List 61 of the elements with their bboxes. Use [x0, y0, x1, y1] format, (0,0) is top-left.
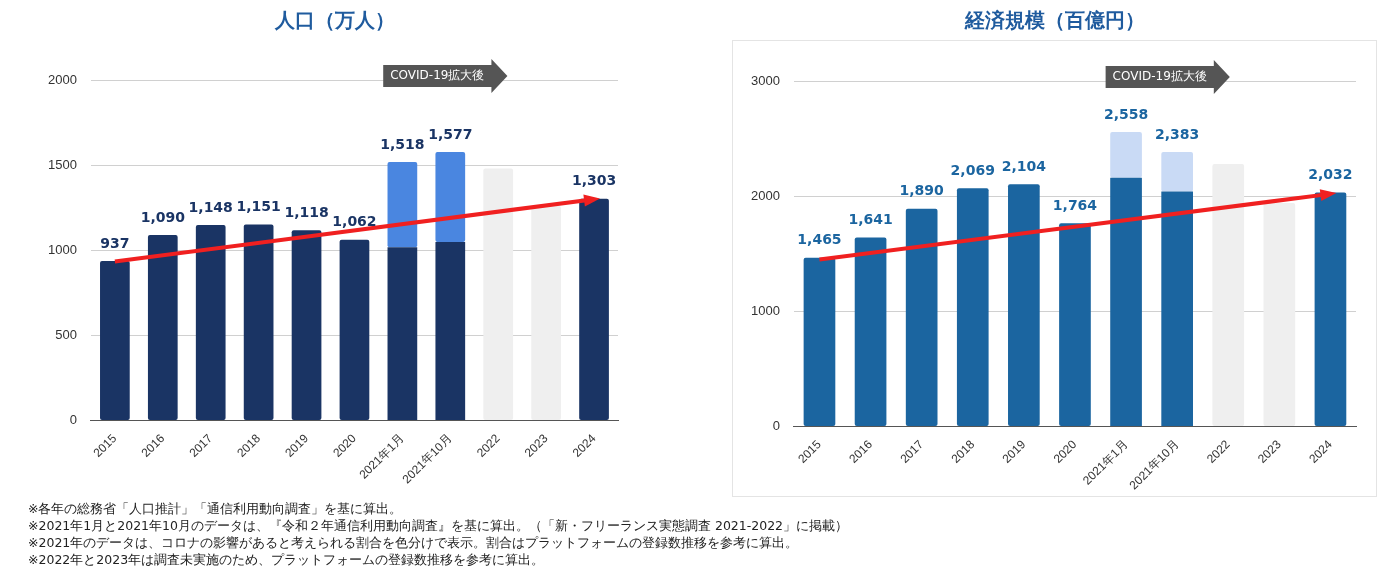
bar: [1008, 184, 1040, 427]
y-tick-label: 2000: [48, 71, 77, 87]
bar: [803, 257, 836, 427]
y-tick-label: 1000: [751, 302, 780, 318]
total-label: 2,383: [1155, 125, 1200, 142]
bar: [1263, 203, 1296, 427]
text: ※2021年1月と2021年10月のデータは、『令和２年通信利用動向調査』を基に算出。（「新・フリーランス実態調査 2021-2022」に掲載）: [28, 517, 849, 534]
y-tick-label: 0: [772, 418, 780, 434]
total-label: 2,069: [950, 161, 995, 178]
bar: [483, 168, 514, 421]
bar: [531, 206, 561, 421]
total-label: 1,465: [797, 231, 842, 248]
y-tick-label: 3000: [751, 72, 780, 88]
text: ※2022年と2023年は調査未実施のため、プラットフォームの登録数推移を参考に算出。: [28, 551, 546, 568]
annotation: COVID-19拡大後: [390, 68, 485, 83]
chart-title: 経済規模（百億円）: [963, 7, 1146, 34]
bar: [956, 188, 989, 427]
total-label: 1,151: [236, 198, 281, 215]
text: ※各年の総務省「人口推計」「通信利用動向調査」を基に算出。: [28, 500, 404, 517]
bar: [1110, 131, 1142, 178]
bar: [291, 230, 322, 421]
y-tick-label: 2000: [751, 187, 780, 203]
total-label: 2,558: [1103, 105, 1149, 122]
total-label: 1,062: [332, 213, 377, 230]
bar: [387, 162, 418, 248]
bar: [435, 152, 466, 243]
bar: [243, 224, 274, 421]
bar: [905, 208, 938, 427]
total-label: 1,148: [188, 198, 233, 215]
text: ※2021年のデータは、コロナの影響があると考えられる割合を色分けで表示。割合はプラットフォームの登録数推移を参考に算出。: [28, 534, 800, 551]
y-tick-label: 1500: [48, 156, 77, 172]
total-label: 1,764: [1052, 197, 1098, 213]
total-label: 1,303: [571, 172, 617, 189]
bar: [147, 234, 178, 421]
y-tick-label: 500: [55, 326, 77, 342]
bar: [1110, 177, 1142, 427]
total-label: 1,090: [140, 208, 186, 225]
annotation: COVID-19拡大後: [1112, 69, 1207, 84]
y-tick-label: 1000: [48, 241, 77, 257]
total-label: 1,641: [848, 211, 893, 228]
total-label: 1,118: [284, 203, 329, 220]
total-label: 1,577: [428, 125, 473, 142]
total-label: 1,518: [380, 135, 425, 152]
bar: [854, 237, 887, 427]
bar: [435, 242, 466, 421]
y-tick-label: 0: [69, 412, 77, 428]
bar: [1161, 191, 1193, 427]
total-label: 1,890: [899, 182, 945, 199]
chart-title: 人口（万人）: [274, 7, 396, 34]
bar: [1161, 152, 1193, 192]
bar: [1314, 192, 1347, 427]
bar: [100, 260, 130, 421]
bar: [387, 247, 418, 421]
bar: [1212, 163, 1245, 427]
total-label: 937: [100, 234, 130, 251]
bar: [195, 225, 226, 421]
bar: [1059, 223, 1091, 427]
bar: [339, 239, 370, 421]
total-label: 2,032: [1308, 166, 1353, 183]
bar: [579, 198, 609, 421]
total-label: 2,104: [1001, 157, 1047, 174]
